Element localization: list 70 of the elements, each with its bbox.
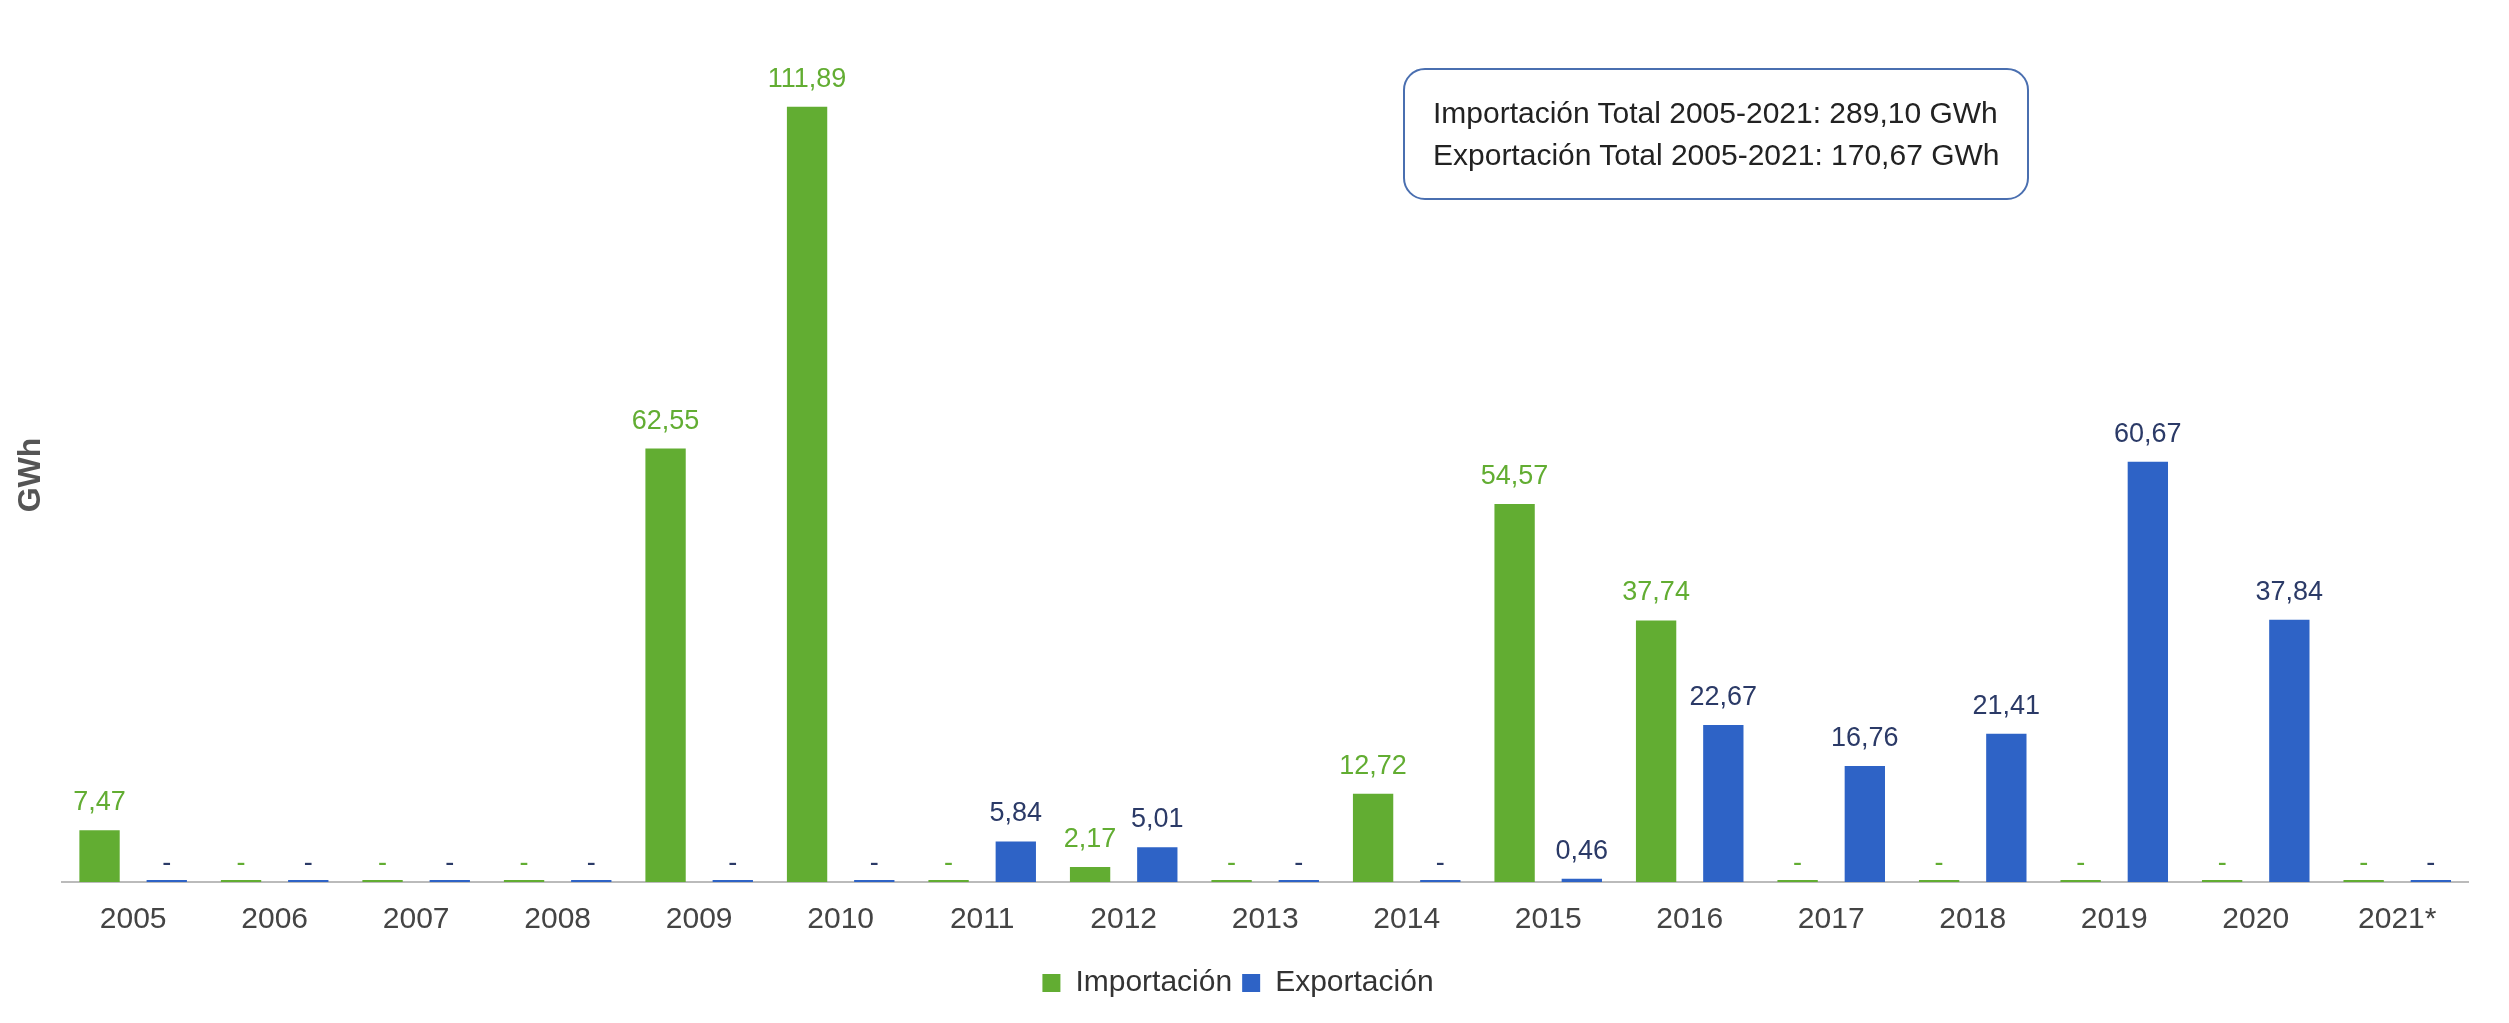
data-label: 5,84	[989, 797, 1043, 828]
x-tick-label: 2013	[1231, 901, 1299, 935]
data-label: -	[1435, 846, 1445, 877]
data-label: -	[162, 846, 172, 877]
data-label: 54,57	[1480, 459, 1549, 490]
x-tick-label: 2012	[1090, 901, 1158, 935]
data-label: 0,46	[1555, 834, 1609, 865]
data-label: -	[1793, 846, 1803, 877]
data-label: 16,76	[1831, 721, 1899, 752]
x-tick-label: 2015	[1514, 901, 1582, 935]
bar	[995, 841, 1036, 882]
data-label: -	[2076, 846, 2086, 877]
data-label: 12,72	[1339, 749, 1407, 780]
bar	[1635, 620, 1677, 882]
data-label: -	[869, 846, 879, 877]
note-box: Importación Total 2005-2021: 289,10 GWh Exportación Total 2005-2021: 170,67 GWh	[1403, 68, 2030, 200]
bar	[1703, 724, 1744, 882]
data-label: 111,89	[767, 62, 847, 93]
data-label: 21,41	[1972, 689, 2041, 720]
legend-label: Importación	[1075, 964, 1233, 998]
data-label: -	[586, 846, 596, 877]
data-label: -	[1934, 846, 1944, 877]
data-label: -	[378, 846, 388, 877]
x-tick-label: 2014	[1373, 901, 1441, 935]
x-tick-label: 2018	[1939, 901, 2007, 935]
data-label: -	[2426, 846, 2436, 877]
bar	[786, 106, 828, 882]
data-label: 62,55	[631, 404, 700, 435]
bar	[645, 448, 686, 882]
bar	[1137, 847, 1178, 882]
bar	[2269, 619, 2310, 882]
x-tick-label: 2016	[1656, 901, 1724, 935]
data-label: -	[303, 846, 313, 877]
data-label: 37,84	[2255, 575, 2324, 606]
data-label: -	[1294, 846, 1304, 877]
bar	[1844, 765, 1885, 882]
x-tick-label: 2006	[241, 901, 309, 935]
data-label: -	[728, 846, 738, 877]
data-label: -	[236, 846, 246, 877]
bar	[1561, 878, 1602, 882]
bar	[1494, 503, 1535, 882]
bar	[1352, 793, 1394, 882]
bar	[1069, 866, 1111, 882]
data-label: 22,67	[1689, 680, 1758, 711]
bar	[79, 830, 120, 882]
data-label: 2,17	[1063, 822, 1117, 853]
data-label: 37,74	[1622, 576, 1690, 607]
x-tick-label: 2011	[949, 901, 1015, 935]
data-label: -	[519, 846, 529, 877]
bar	[1986, 733, 2027, 882]
x-tick-label: 2010	[807, 901, 875, 935]
data-label: -	[944, 846, 954, 877]
legend-label: Exportación	[1275, 964, 1434, 998]
x-tick-label: 2021*	[2358, 901, 2437, 935]
data-label: -	[1227, 846, 1237, 877]
x-tick-label: 2017	[1797, 901, 1865, 935]
x-tick-label: 2005	[99, 901, 167, 935]
x-tick-label: 2019	[2080, 901, 2148, 935]
x-tick-label: 2008	[524, 901, 592, 935]
bar	[2127, 461, 2169, 882]
x-tick-label: 2007	[382, 901, 450, 935]
data-label: -	[2217, 846, 2227, 877]
x-tick-label: 2009	[665, 901, 733, 935]
data-label: 5,01	[1131, 803, 1184, 834]
data-label: 7,47	[73, 786, 126, 817]
data-label: -	[445, 846, 455, 877]
data-label: -	[2359, 846, 2369, 877]
data-label: 60,67	[2114, 417, 2182, 448]
y-axis-title: GWh	[11, 437, 48, 513]
x-tick-label: 2020	[2222, 901, 2290, 935]
